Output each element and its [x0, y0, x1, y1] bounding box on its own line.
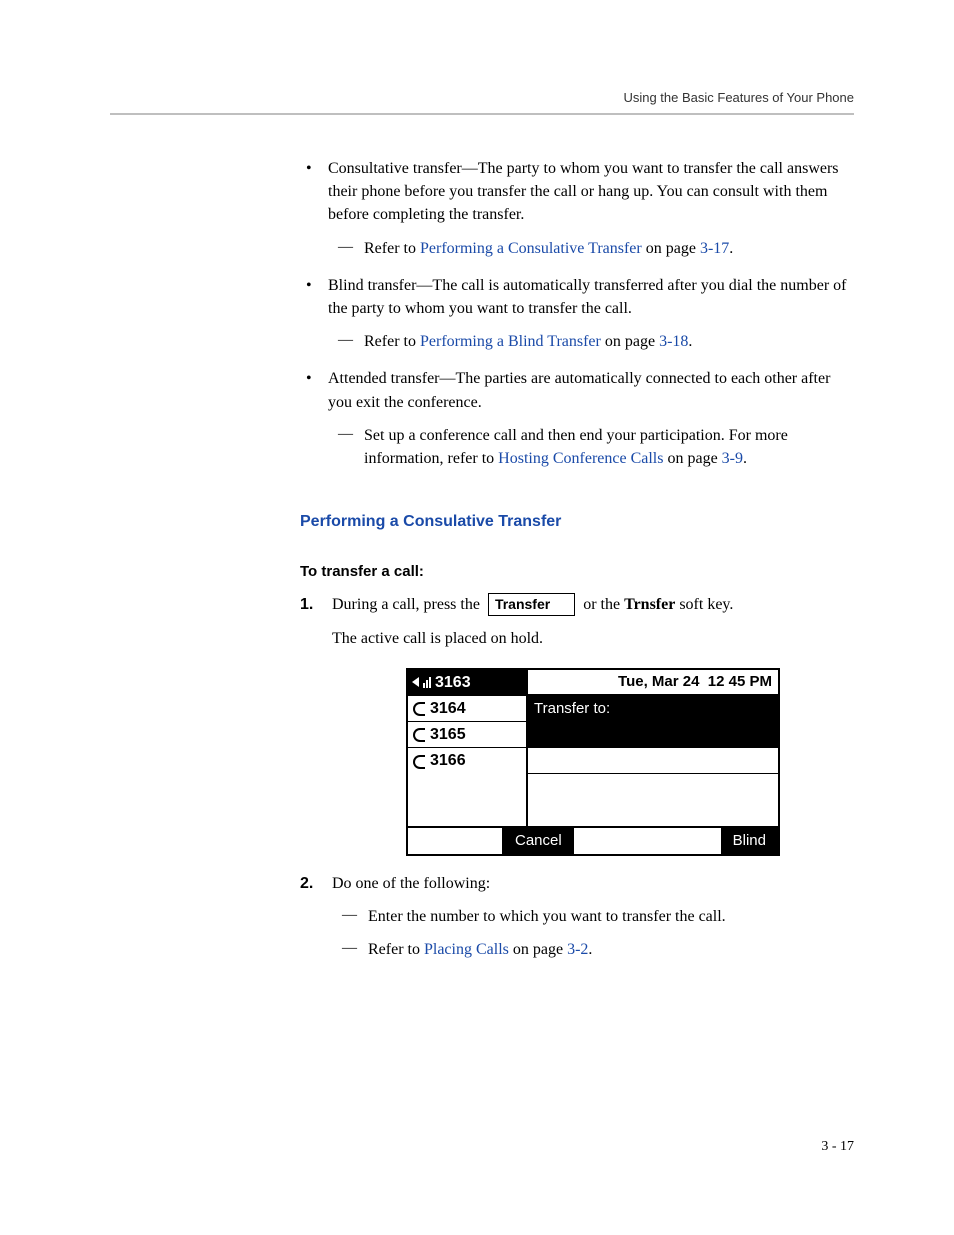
step-item: 1. During a call, press the Transfer or …	[300, 593, 854, 856]
xref-link[interactable]: Performing a Blind Transfer	[420, 333, 601, 350]
page-ref-link[interactable]: 3-9	[722, 450, 743, 467]
transfer-to-label: Transfer to:	[528, 696, 778, 722]
page-ref-link[interactable]: 3-18	[659, 333, 688, 350]
sub-list: Enter the number to which you want to tr…	[332, 905, 854, 961]
softkey-bar: Cancel Blind	[408, 826, 778, 854]
blank-cell	[408, 774, 526, 826]
page-number: 3 - 17	[821, 1139, 854, 1155]
text: Do one of the following:	[332, 875, 490, 892]
step-item: 2. Do one of the following: Enter the nu…	[300, 872, 854, 962]
line-number: 3166	[430, 749, 466, 772]
transfer-hardkey-icon: Transfer	[488, 593, 575, 616]
running-head: Using the Basic Features of Your Phone	[110, 90, 854, 105]
steps-list: 1. During a call, press the Transfer or …	[300, 593, 854, 961]
xref-link[interactable]: Placing Calls	[424, 941, 509, 958]
text: During a call, press the	[332, 596, 484, 613]
text: Enter the number to which you want to tr…	[368, 908, 726, 925]
text: on page	[509, 941, 567, 958]
content-block: Consultative transfer—The party to whom …	[300, 157, 854, 961]
line-key: 3166	[408, 748, 526, 774]
page-ref-link[interactable]: 3-2	[567, 941, 588, 958]
list-item: Consultative transfer—The party to whom …	[300, 157, 854, 260]
line-number: 3163	[435, 671, 471, 694]
speaker-icon	[412, 677, 419, 687]
status-bar-datetime: Tue, Mar 24 12 45 PM	[528, 670, 778, 696]
procedure-heading: To transfer a call:	[300, 561, 854, 583]
blank-cell	[528, 748, 778, 774]
header-rule	[110, 113, 854, 115]
line-key: 3165	[408, 722, 526, 748]
sub-list: Refer to Performing a Blind Transfer on …	[328, 330, 854, 353]
line-key-active: 3163	[408, 670, 526, 696]
list-item: Attended transfer—The parties are automa…	[300, 367, 854, 470]
screen-row: 3163 3164 3165	[408, 670, 778, 826]
line-number: 3165	[430, 723, 466, 746]
list-item: Enter the number to which you want to tr…	[332, 905, 854, 928]
blank-cell	[528, 774, 778, 826]
text: on page	[663, 450, 721, 467]
text: soft key.	[675, 596, 733, 613]
blind-softkey: Blind	[721, 828, 778, 854]
text: Refer to	[364, 333, 420, 350]
xref-link[interactable]: Hosting Conference Calls	[498, 450, 663, 467]
xref-link[interactable]: Performing a Consulative Transfer	[420, 240, 642, 257]
text: Refer to	[364, 240, 420, 257]
phone-screen-figure: 3163 3164 3165	[406, 668, 780, 856]
softkey-spacer	[408, 828, 503, 854]
bullet-text: Blind transfer—The call is automatically…	[328, 277, 846, 317]
step-body: The active call is placed on hold.	[332, 627, 854, 650]
sub-list: Set up a conference call and then end yo…	[328, 424, 854, 470]
page-ref-link[interactable]: 3-17	[700, 240, 729, 257]
transfer-types-list: Consultative transfer—The party to whom …	[300, 157, 854, 470]
line-key: 3164	[408, 696, 526, 722]
list-item: Refer to Performing a Consulative Transf…	[328, 237, 854, 260]
text: .	[688, 333, 692, 350]
page: Using the Basic Features of Your Phone C…	[0, 0, 954, 1235]
line-key-column: 3163 3164 3165	[408, 670, 528, 826]
list-item: Blind transfer—The call is automatically…	[300, 274, 854, 354]
input-area	[528, 722, 778, 748]
text: on page	[642, 240, 700, 257]
text: .	[588, 941, 592, 958]
signal-bars-icon	[423, 677, 431, 688]
text: on page	[601, 333, 659, 350]
list-item: Refer to Placing Calls on page 3-2.	[332, 938, 854, 961]
text: Refer to	[368, 941, 424, 958]
step-number: 1.	[300, 593, 313, 616]
sub-list: Refer to Performing a Consulative Transf…	[328, 237, 854, 260]
text: or the	[579, 596, 624, 613]
softkey-spacer	[574, 828, 721, 854]
cancel-softkey: Cancel	[503, 828, 574, 854]
section-heading: Performing a Consulative Transfer	[300, 510, 854, 533]
main-display-column: Tue, Mar 24 12 45 PM Transfer to:	[528, 670, 778, 826]
handset-icon	[412, 727, 426, 741]
bullet-text: Attended transfer—The parties are automa…	[328, 370, 830, 410]
list-item: Refer to Performing a Blind Transfer on …	[328, 330, 854, 353]
step-number: 2.	[300, 872, 313, 895]
text: .	[729, 240, 733, 257]
line-number: 3164	[430, 697, 466, 720]
handset-icon	[412, 701, 426, 715]
handset-icon	[412, 754, 426, 768]
bullet-text: Consultative transfer—The party to whom …	[328, 160, 839, 223]
list-item: Set up a conference call and then end yo…	[328, 424, 854, 470]
text: .	[743, 450, 747, 467]
softkey-name: Trnsfer	[624, 596, 675, 613]
